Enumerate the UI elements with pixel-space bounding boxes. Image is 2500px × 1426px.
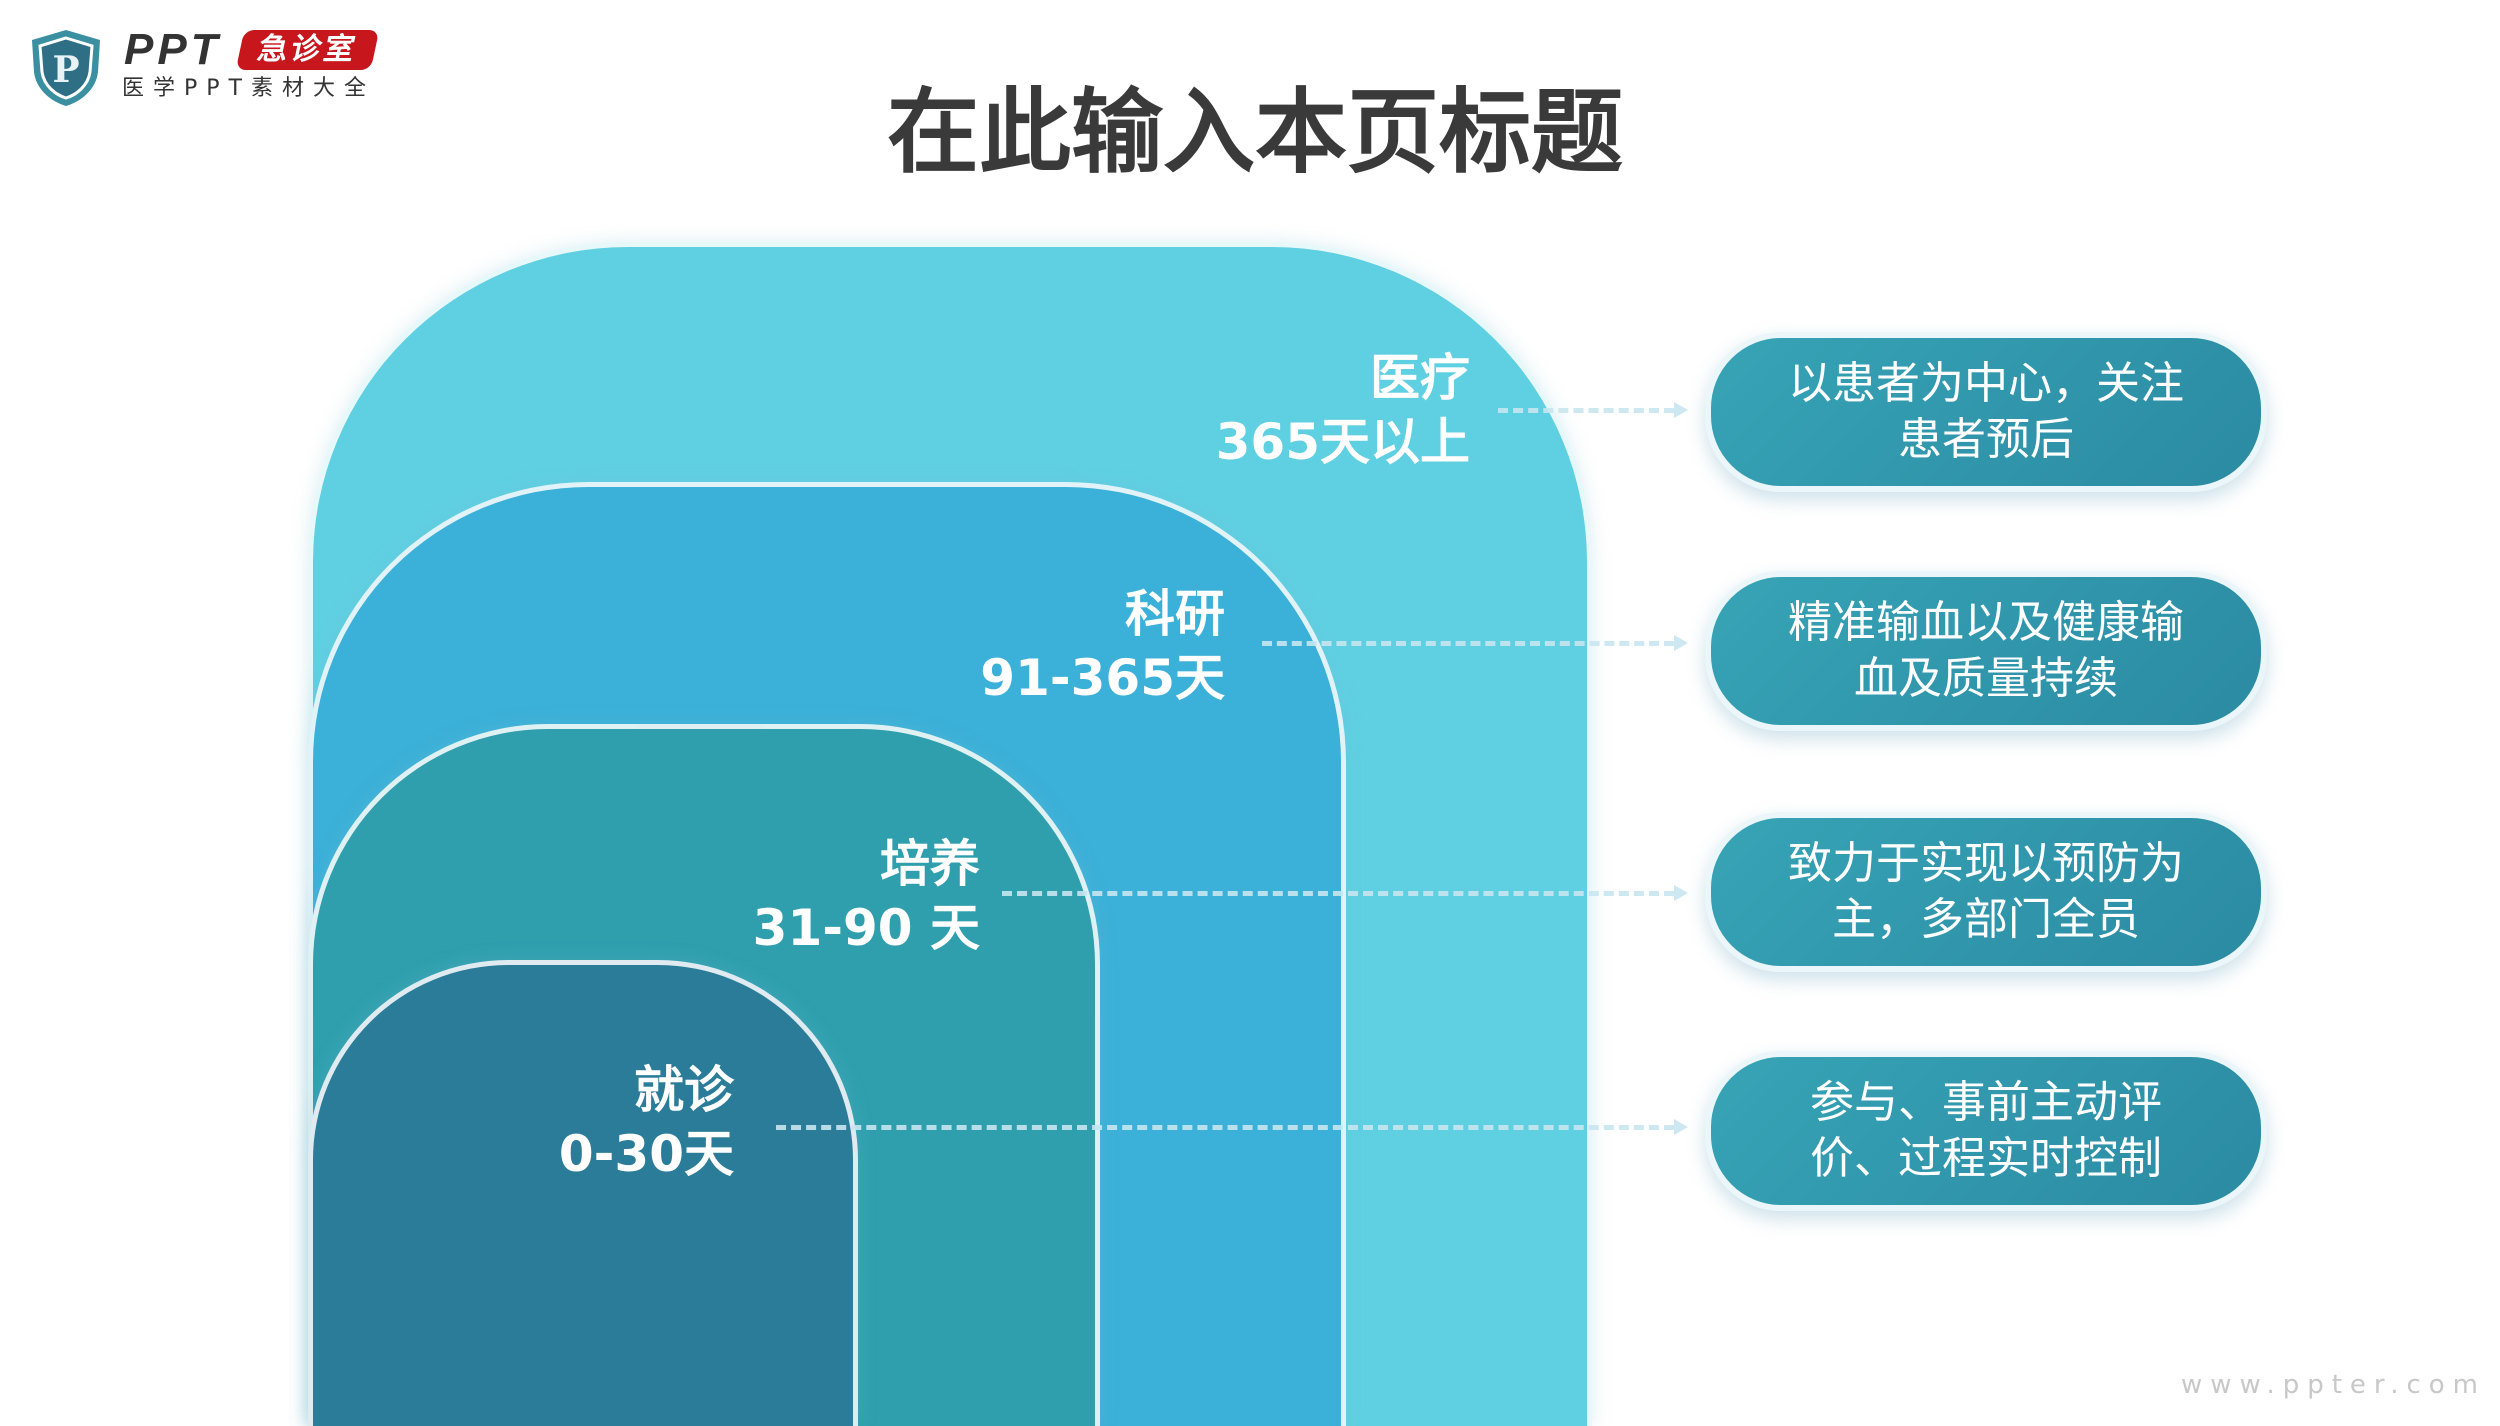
pill-text: 致力于实现以预防为主，多部门全员 <box>1788 838 2184 945</box>
shield-letter: P <box>52 49 79 91</box>
page-title: 在此输入本页标题 <box>886 79 1623 186</box>
connector-arrow-1 <box>1498 402 1688 418</box>
tier-label-3: 培养 31-90 天 <box>753 832 980 960</box>
pill-text: 以患者为中心，关注患者预后 <box>1788 358 2184 465</box>
tier-range: 365天以上 <box>1215 413 1470 471</box>
tier-range: 0-30天 <box>558 1125 734 1183</box>
tier-range: 91-365天 <box>980 649 1225 707</box>
tier-name: 就诊 <box>634 1061 734 1119</box>
connector-arrow-4 <box>776 1119 1688 1135</box>
description-pill-4: 参与、事前主动评价、过程实时控制 <box>1705 1051 2267 1211</box>
tier-name: 科研 <box>1125 585 1225 643</box>
connector-arrow-2 <box>1262 635 1688 651</box>
tier-name: 培养 <box>880 835 980 893</box>
logo-brand: PPT <box>124 25 222 74</box>
logo-badge: 急诊室 <box>235 30 380 70</box>
tier-name: 医疗 <box>1370 349 1470 407</box>
pill-text: 参与、事前主动评价、过程实时控制 <box>1810 1077 2162 1184</box>
description-pill-1: 以患者为中心，关注患者预后 <box>1705 332 2267 492</box>
arch-tier-4 <box>308 960 858 1426</box>
tier-range: 31-90 天 <box>752 899 980 957</box>
shield-logo-icon: P <box>32 30 100 106</box>
tier-label-4: 就诊 0-30天 <box>559 1058 734 1186</box>
tier-label-1: 医疗 365天以上 <box>1216 346 1470 474</box>
logo-subtitle: 医学PPT素材大全 <box>122 76 375 101</box>
connector-arrow-3 <box>1002 885 1688 901</box>
description-pill-2: 精准输血以及健康输血及质量持续 <box>1705 571 2267 731</box>
description-pill-3: 致力于实现以预防为主，多部门全员 <box>1705 812 2267 972</box>
pill-text: 精准输血以及健康输血及质量持续 <box>1788 597 2184 704</box>
tier-label-2: 科研 91-365天 <box>980 582 1225 710</box>
watermark: www.ppter.com <box>2181 1370 2486 1400</box>
